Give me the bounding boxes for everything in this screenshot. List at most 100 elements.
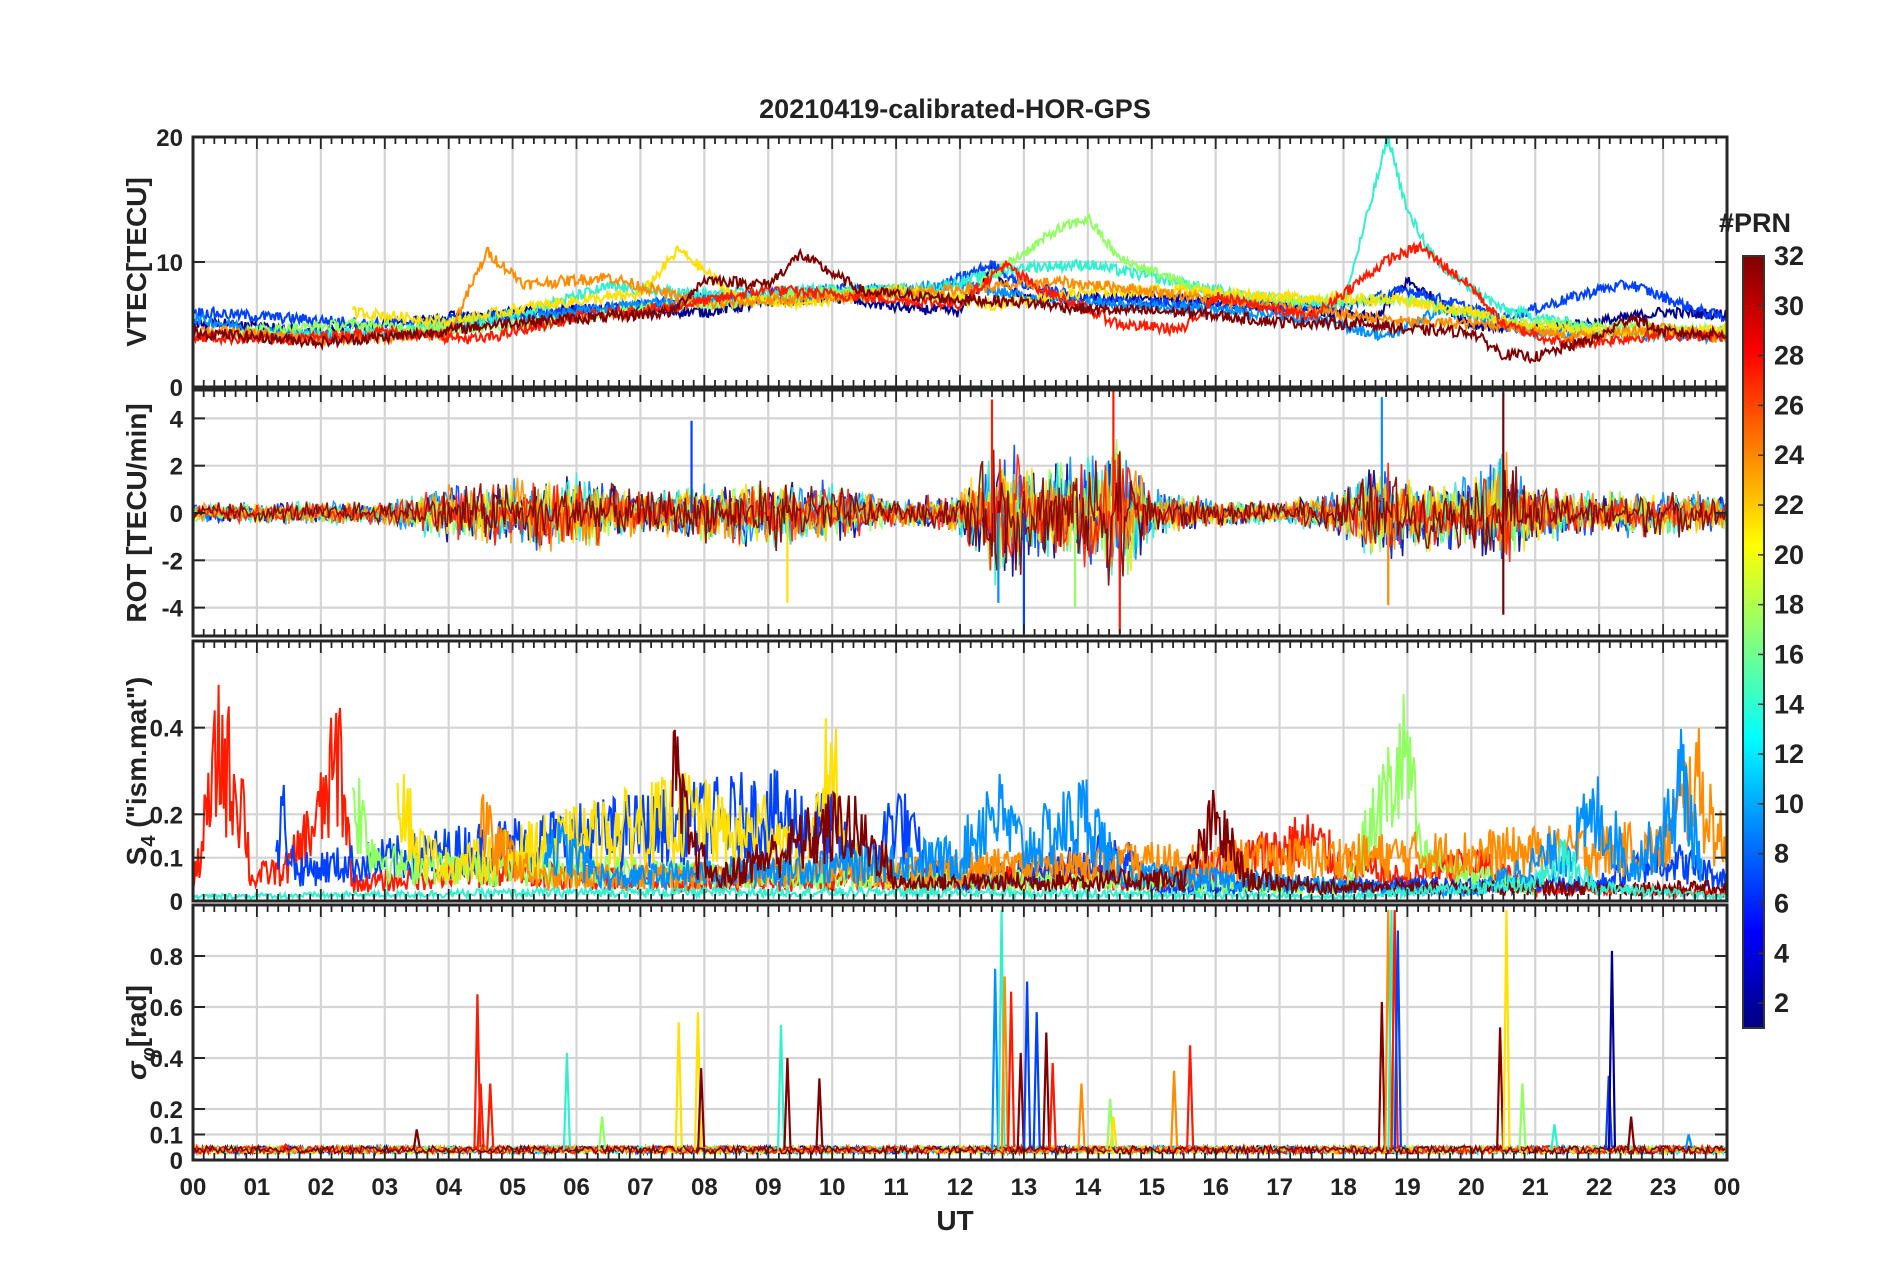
x-ticks xyxy=(192,641,1728,901)
y-axis-label: S4 ("ism.mat") xyxy=(121,677,160,866)
y-tick-label: 0.1 xyxy=(150,1123,183,1150)
x-axis-label: UT xyxy=(936,1205,973,1236)
y-tick-label: 10 xyxy=(156,250,183,277)
sigma-spike xyxy=(1077,1083,1086,1150)
x-tick-label: 14 xyxy=(1074,1174,1101,1201)
colorbar-tick-label: 30 xyxy=(1774,291,1804,321)
sigma-spike xyxy=(476,1083,485,1150)
sigma-spike xyxy=(1023,981,1032,1150)
y-tick-label: 4 xyxy=(170,406,184,433)
sigma-spike xyxy=(1502,910,1511,1150)
x-tick-label: 00 xyxy=(1714,1174,1741,1201)
sigma-spike xyxy=(815,1078,824,1150)
colorbar-tick-label: 26 xyxy=(1774,390,1804,420)
plot-area xyxy=(193,390,1727,634)
sigma-spike xyxy=(597,1116,607,1150)
sigma-spike xyxy=(697,1068,706,1150)
y-tick-label: 0 xyxy=(170,501,183,528)
colorbar-tick-label: 14 xyxy=(1774,689,1804,719)
y-tick-label: 0.2 xyxy=(150,1097,183,1124)
sigma-spike xyxy=(1109,1116,1118,1150)
x-tick-label: 13 xyxy=(1011,1174,1038,1201)
y-tick-label: 0.6 xyxy=(150,995,183,1022)
y-axis-label: σφ[rad] xyxy=(121,985,160,1080)
sigma-spike xyxy=(486,1083,495,1150)
x-ticks xyxy=(192,390,1728,636)
x-tick-label: 15 xyxy=(1138,1174,1165,1201)
s4-series-line xyxy=(396,718,898,890)
colorbar-tick-label: 10 xyxy=(1774,789,1804,819)
panel-s4: 0 0.1 0.2 0.4S4 ("ism.mat") xyxy=(121,639,1729,916)
sigma-spike xyxy=(1607,950,1617,1150)
y-axis-label: ROT [TECU/min] xyxy=(121,403,152,622)
chart-title: 20210419-calibrated-HOR-GPS xyxy=(759,94,1151,124)
y-tick-label: 20 xyxy=(156,125,183,152)
colorbar-tick-label: 22 xyxy=(1774,490,1804,520)
vtec-series-line xyxy=(193,240,1727,351)
x-tick-label: 02 xyxy=(307,1174,334,1201)
y-tick-label: 0.2 xyxy=(150,802,183,829)
sigma-spike xyxy=(1496,1027,1505,1150)
sigma-spike xyxy=(1000,976,1009,1150)
sigma-spike xyxy=(1186,1045,1195,1150)
y-tick-label: 0.1 xyxy=(150,846,183,873)
sigma-spike xyxy=(674,1022,683,1150)
sigma-spike xyxy=(776,1024,786,1150)
sigma-spike xyxy=(783,1057,792,1150)
y-tick-label: 0 xyxy=(170,889,183,916)
sigma-spike xyxy=(1048,1063,1057,1150)
sigma-spike xyxy=(1518,1083,1527,1150)
shared-x-axis: 00 01 02 03 04 05 06 07 08 09 10 11 12 13 14 15 16 17 18 19… xyxy=(180,1174,1741,1201)
sigma-spike xyxy=(1550,1124,1559,1150)
colorbar-tick-label: 18 xyxy=(1774,590,1804,620)
x-tick-label: 09 xyxy=(755,1174,782,1201)
colorbar-tick-label: 4 xyxy=(1774,938,1789,968)
y-tick-label: 0.4 xyxy=(150,716,184,743)
colorbar-label: #PRN xyxy=(1719,208,1791,238)
y-tick-label: 0 xyxy=(170,375,183,402)
x-tick-label: 08 xyxy=(691,1174,718,1201)
colorbar-ticks: 32 30 28 26 24 22 20 18 16 14 12 10 8 6 4 2 xyxy=(1758,241,1804,1018)
x-ticks xyxy=(192,905,1728,1160)
sigma-spike xyxy=(1170,1070,1179,1150)
plot-area xyxy=(193,137,1727,365)
sigma-spike xyxy=(1627,1116,1636,1150)
sigma-spike xyxy=(1684,1134,1693,1151)
panel-rot: -4 -2 0 2 4 ROT [TECU/min] xyxy=(121,388,1729,638)
sigma-spike xyxy=(1393,930,1402,1150)
x-tick-label: 20 xyxy=(1458,1174,1485,1201)
rot-series-line xyxy=(193,451,1727,567)
x-tick-label: 19 xyxy=(1394,1174,1421,1201)
colorbar-tick-label: 8 xyxy=(1774,839,1789,869)
x-tick-label: 11 xyxy=(883,1174,908,1201)
sigma-spike xyxy=(1016,1052,1025,1150)
x-tick-label: 16 xyxy=(1202,1174,1229,1201)
colorbar-tick-label: 16 xyxy=(1774,639,1804,669)
sigma-spike xyxy=(1042,1032,1051,1150)
sigma-spike xyxy=(281,1143,290,1151)
colorbar-tick-label: 28 xyxy=(1774,341,1804,371)
x-tick-label: 06 xyxy=(563,1174,590,1201)
x-tick-label: 05 xyxy=(499,1174,526,1201)
colorbar-tick-label: 12 xyxy=(1774,739,1804,769)
rot-series-line xyxy=(193,449,1727,586)
s4-series-line xyxy=(671,729,1727,898)
y-tick-label: 0.8 xyxy=(150,944,183,971)
colorbar-tick-label: 24 xyxy=(1774,440,1804,470)
colorbar-tick-label: 20 xyxy=(1774,540,1804,570)
colorbar: #PRN 32 30 28 26 24 22 20 18 16 14 12 10 8 6 4 2 xyxy=(1719,208,1804,1029)
x-tick-label: 01 xyxy=(244,1174,271,1201)
x-tick-label: 22 xyxy=(1586,1174,1613,1201)
x-tick-label: 03 xyxy=(371,1174,398,1201)
x-tick-label: 10 xyxy=(819,1174,846,1201)
y-tick-label: -2 xyxy=(162,548,183,575)
y-axis-label: VTEC[TECU] xyxy=(121,177,152,347)
colorbar-tick-label: 2 xyxy=(1774,988,1789,1018)
sigma-spike xyxy=(562,1052,572,1150)
sigma-spike xyxy=(1604,1075,1613,1150)
colorbar-gradient xyxy=(1742,255,1765,1029)
sigma-spike xyxy=(1377,1001,1386,1150)
y-tick-label: 0.4 xyxy=(150,1046,184,1073)
